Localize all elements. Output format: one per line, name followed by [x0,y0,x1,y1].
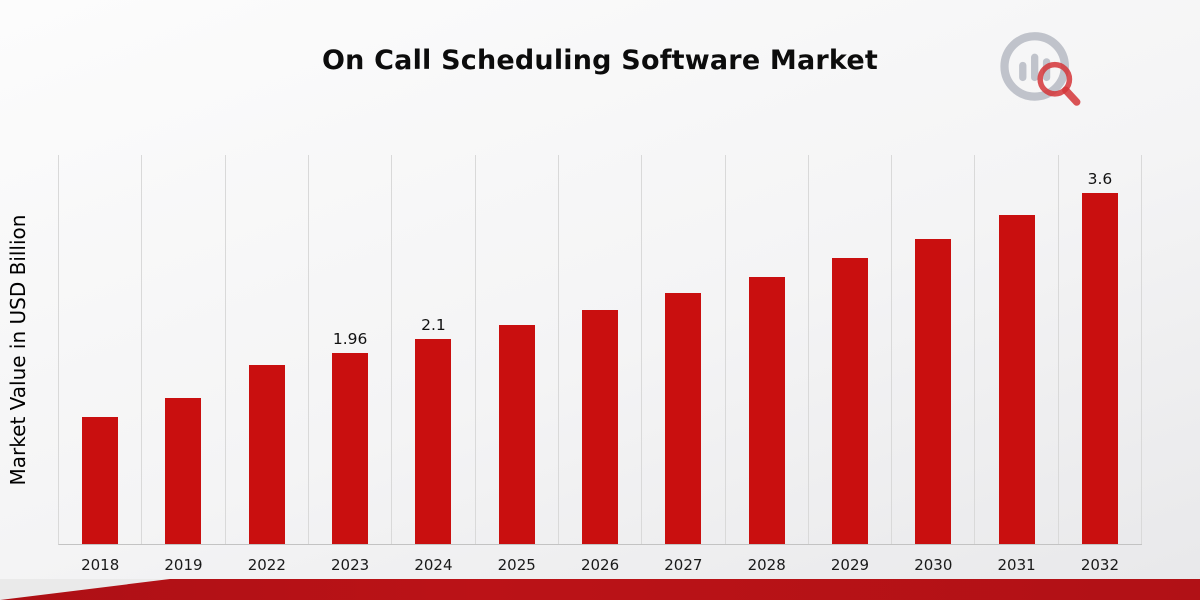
x-tick-label-2026: 2026 [580,556,620,574]
x-tick-label-2030: 2030 [914,556,953,574]
chart-title: On Call Scheduling Software Market [321,45,878,76]
x-tick-label-2024: 2024 [414,556,453,574]
bar-2025 [498,324,535,544]
x-tick-label-2019: 2019 [164,556,203,574]
bar-2019 [165,397,202,544]
category-slot-2018: 2018 [59,155,143,574]
category-slot-2030: 2030 [892,155,976,574]
category-slot-2027: 2027 [642,155,726,574]
x-tick-label-2029: 2029 [830,556,870,574]
bar-2032 [1081,193,1118,544]
plot-area: 2018 2019 2022 1.96 2023 2.1 2024 2025 2026 2027 2… [58,155,1143,574]
x-tick-label-2025: 2025 [497,556,536,574]
category-slot-2032: 3.6 2032 [1059,155,1143,574]
value-label-2032: 3.6 [1087,170,1113,188]
x-tick-label-2031: 2031 [997,556,1036,574]
bar-2023 [332,352,369,544]
category-slot-2031: 2031 [975,155,1059,574]
category-slot-2023: 1.96 2023 [309,155,393,574]
bar-2028 [748,276,785,544]
y-axis-label: Market Value in USD Billion [6,214,30,486]
bar-2027 [665,293,702,544]
x-tick-label-2022: 2022 [247,556,286,574]
bar-2031 [998,215,1035,544]
category-slot-2026: 2026 [559,155,643,574]
bar-2018 [82,417,119,544]
bar-2030 [915,238,952,544]
x-tick-label-2028: 2028 [747,556,786,574]
bar-2029 [831,258,868,544]
bottom-ribbon [0,579,1200,600]
value-label-2023: 1.96 [332,329,368,348]
category-slot-2019: 2019 [142,155,226,574]
value-label-2024: 2.1 [421,316,446,335]
brand-logo-icon [1000,32,1081,106]
bar-2024 [415,339,452,544]
x-tick-label-2023: 2023 [331,556,370,574]
x-tick-label-2027: 2027 [664,556,703,574]
category-slot-2025: 2025 [476,155,559,574]
bar-2022 [248,364,285,544]
category-slot-2022: 2022 [226,155,309,574]
ribbon-wedge [0,579,170,600]
bar-2026 [582,310,619,544]
x-tick-label-2018: 2018 [81,556,120,574]
category-slot-2028: 2028 [726,155,809,574]
category-slot-2029: 2029 [809,155,893,574]
x-tick-label-2032: 2032 [1080,556,1119,574]
category-slot-2024: 2.1 2024 [392,155,476,574]
